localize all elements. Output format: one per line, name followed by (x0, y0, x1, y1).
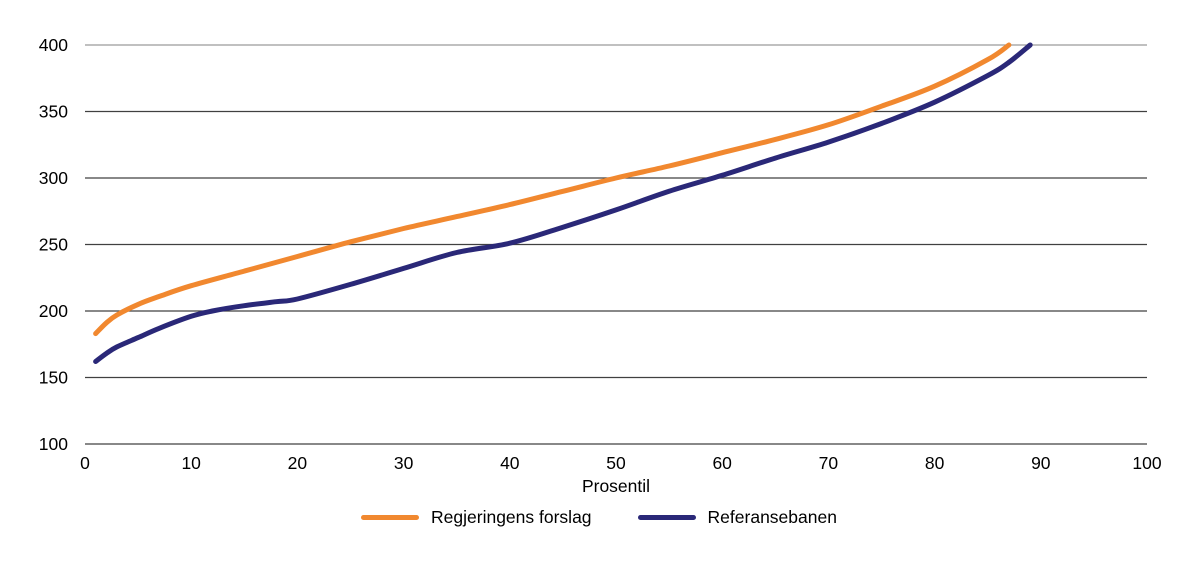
legend-swatch-regjeringens-forslag (361, 515, 420, 520)
legend-swatch-referansebanen (637, 515, 696, 520)
plot-svg: 100 150 200 250 300 350 400 0 10 20 30 40 50 60 70 80 90… (39, 35, 1162, 473)
x-tick-label-80: 80 (925, 453, 945, 473)
legend-item-referansebanen: Referansebanen (637, 507, 837, 528)
y-tick-label-200: 200 (39, 301, 68, 321)
x-tick-label-50: 50 (606, 453, 626, 473)
x-tick-label-60: 60 (712, 453, 732, 473)
x-tick-label-100: 100 (1132, 453, 1161, 473)
legend-label-regjeringens-forslag: Regjeringens forslag (431, 507, 592, 527)
y-tick-label-150: 150 (39, 368, 68, 388)
x-tick-label-90: 90 (1031, 453, 1051, 473)
series-line-referansebanen (93, 42, 1033, 365)
x-tick-label-70: 70 (819, 453, 839, 473)
y-tick-label-250: 250 (39, 235, 68, 255)
legend-item-regjeringens-forslag: Regjeringens forslag (361, 507, 592, 528)
legend-label-referansebanen: Referansebanen (707, 507, 837, 527)
y-tick-label-300: 300 (39, 168, 68, 188)
y-tick-label-100: 100 (39, 434, 68, 454)
x-tick-label-40: 40 (500, 453, 520, 473)
y-tick-label-400: 400 (39, 35, 68, 55)
x-tick-label-0: 0 (80, 453, 90, 473)
x-tick-label-20: 20 (288, 453, 308, 473)
x-axis-title: Prosentil (581, 476, 651, 496)
x-tick-label-10: 10 (181, 453, 201, 473)
x-tick-label-30: 30 (394, 453, 414, 473)
legend: Regjeringens forslag Referansebanen (0, 507, 1198, 528)
y-tick-label-350: 350 (39, 102, 68, 122)
series-line-regjeringens-forslag (93, 42, 1012, 337)
